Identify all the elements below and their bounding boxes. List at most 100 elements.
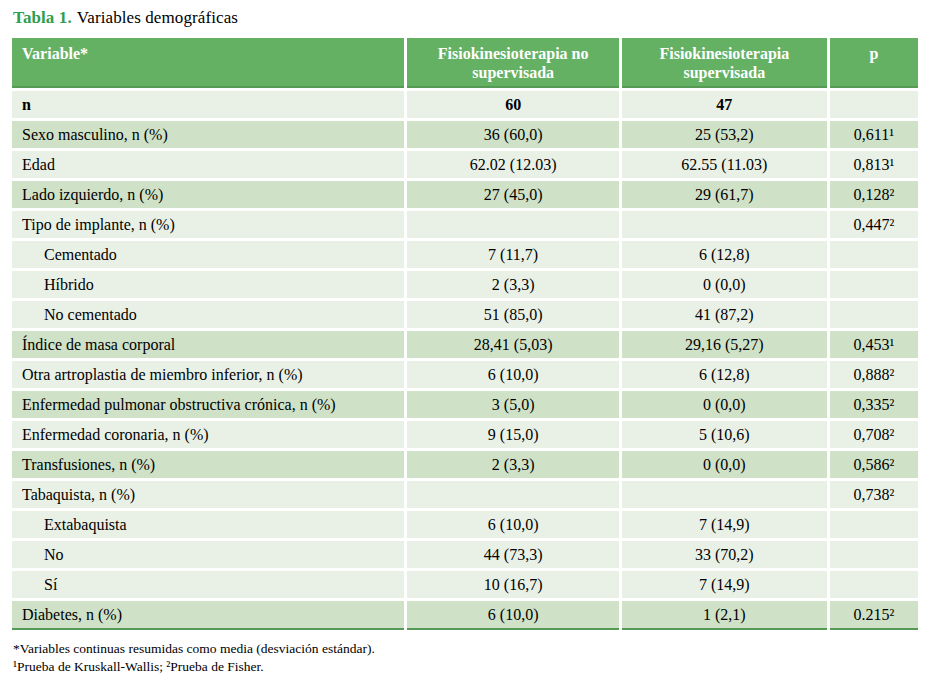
group1-value-cell: 9 (15,0) [407,421,619,448]
group2-value-cell [622,211,827,238]
p-value-cell [830,271,918,298]
column-header-group1: Fisiokinesioterapia no supervisada [407,38,619,88]
group1-value-cell [407,481,619,508]
group2-value-cell: 0 (0,0) [622,451,827,478]
table-row: No44 (73,3)33 (70,2) [12,541,918,568]
variable-cell: Sexo masculino, n (%) [12,121,404,148]
header-row: Variable* Fisiokinesioterapia no supervi… [12,38,918,88]
variable-cell: Otra artroplastia de miembro inferior, n… [12,361,404,388]
table-row: Otra artroplastia de miembro inferior, n… [12,361,918,388]
table-row: Índice de masa corporal28,41 (5,03)29,16… [12,331,918,358]
variable-cell: Sí [12,571,404,598]
group1-value-cell: 2 (3,3) [407,451,619,478]
group2-value-cell: 0 (0,0) [622,271,827,298]
p-value-cell: 0,586² [830,451,918,478]
p-value-cell [830,241,918,268]
variable-cell: Transfusiones, n (%) [12,451,404,478]
group1-value-cell: 6 (10,0) [407,511,619,538]
variable-cell: No [12,541,404,568]
footnote-statistical-tests: ¹Prueba de Kruskall-Wallis; ²Prueba de F… [13,658,918,676]
variable-cell: n [12,91,404,118]
p-value-cell: 0,813¹ [830,151,918,178]
group2-value-cell: 33 (70,2) [622,541,827,568]
group1-value-cell: 27 (45,0) [407,181,619,208]
group2-value-cell: 5 (10,6) [622,421,827,448]
table-row: Cementado7 (11,7)6 (12,8) [12,241,918,268]
footnotes: *Variables continuas resumidas como medi… [13,640,918,676]
column-header-p: p [830,38,918,88]
p-value-cell [830,91,918,118]
table-row: Tipo de implante, n (%) 0,447² [12,211,918,238]
column-header-group2: Fisiokinesioterapia supervisada [622,38,827,88]
variable-cell: Índice de masa corporal [12,331,404,358]
table-title-text: Variables demográficas [77,8,238,27]
group1-value-cell: 6 (10,0) [407,601,619,630]
table-title-label: Tabla 1. [13,8,72,27]
variable-cell: Enfermedad pulmonar obstructiva crónica,… [12,391,404,418]
demographics-table: Variable* Fisiokinesioterapia no supervi… [9,35,921,633]
group1-value-cell: 62.02 (12.03) [407,151,619,178]
variable-cell: Cementado [12,241,404,268]
table-row: Híbrido2 (3,3)0 (0,0) [12,271,918,298]
p-value-cell: 0,447² [830,211,918,238]
table-row: No cementado51 (85,0)41 (87,2) [12,301,918,328]
p-value-cell [830,541,918,568]
table-title: Tabla 1. Variables demográficas [13,8,918,28]
group1-value-cell: 51 (85,0) [407,301,619,328]
table-row: Lado izquierdo, n (%)27 (45,0)29 (61,7)0… [12,181,918,208]
variable-cell: Enfermedad coronaria, n (%) [12,421,404,448]
group1-value-cell [407,211,619,238]
group2-value-cell: 25 (53,2) [622,121,827,148]
group2-value-cell: 7 (14,9) [622,571,827,598]
p-value-cell: 0,611¹ [830,121,918,148]
column-header-variable: Variable* [12,38,404,88]
variable-cell: Diabetes, n (%) [12,601,404,630]
table-row: n6047 [12,91,918,118]
group1-value-cell: 6 (10,0) [407,361,619,388]
group2-value-cell: 47 [622,91,827,118]
table-row: Enfermedad coronaria, n (%)9 (15,0)5 (10… [12,421,918,448]
group2-value-cell: 6 (12,8) [622,361,827,388]
variable-cell: Edad [12,151,404,178]
variable-cell: Híbrido [12,271,404,298]
variable-cell: No cementado [12,301,404,328]
group1-value-cell: 44 (73,3) [407,541,619,568]
variable-cell: Tabaquista, n (%) [12,481,404,508]
p-value-cell: 0,738² [830,481,918,508]
table-row: Edad62.02 (12.03)62.55 (11.03)0,813¹ [12,151,918,178]
p-value-cell: 0,128² [830,181,918,208]
group2-value-cell: 6 (12,8) [622,241,827,268]
page: Tabla 1. Variables demográficas Variable*… [0,0,930,676]
variable-cell: Lado izquierdo, n (%) [12,181,404,208]
table-row: Tabaquista, n (%) 0,738² [12,481,918,508]
variable-cell: Extabaquista [12,511,404,538]
footnote-continuous-variables: *Variables continuas resumidas como medi… [13,640,918,658]
p-value-cell [830,511,918,538]
group2-value-cell: 41 (87,2) [622,301,827,328]
group1-value-cell: 2 (3,3) [407,271,619,298]
group2-value-cell [622,481,827,508]
variable-cell: Tipo de implante, n (%) [12,211,404,238]
group1-value-cell: 3 (5,0) [407,391,619,418]
group2-value-cell: 0 (0,0) [622,391,827,418]
table-row: Enfermedad pulmonar obstructiva crónica,… [12,391,918,418]
table-row: Extabaquista6 (10,0)7 (14,9) [12,511,918,538]
group1-value-cell: 10 (16,7) [407,571,619,598]
p-value-cell: 0,888² [830,361,918,388]
table-row: Diabetes, n (%)6 (10,0)1 (2,1)0.215² [12,601,918,630]
group1-value-cell: 7 (11,7) [407,241,619,268]
group2-value-cell: 1 (2,1) [622,601,827,630]
group1-value-cell: 36 (60,0) [407,121,619,148]
table-row: Sí10 (16,7)7 (14,9) [12,571,918,598]
p-value-cell: 0,708² [830,421,918,448]
group2-value-cell: 29 (61,7) [622,181,827,208]
p-value-cell [830,301,918,328]
group2-value-cell: 7 (14,9) [622,511,827,538]
group2-value-cell: 62.55 (11.03) [622,151,827,178]
table-body: n6047 Sexo masculino, n (%)36 (60,0)25 (5… [12,91,918,630]
table-row: Sexo masculino, n (%)36 (60,0)25 (53,2)0… [12,121,918,148]
group2-value-cell: 29,16 (5,27) [622,331,827,358]
p-value-cell [830,571,918,598]
p-value-cell: 0,335² [830,391,918,418]
group1-value-cell: 60 [407,91,619,118]
